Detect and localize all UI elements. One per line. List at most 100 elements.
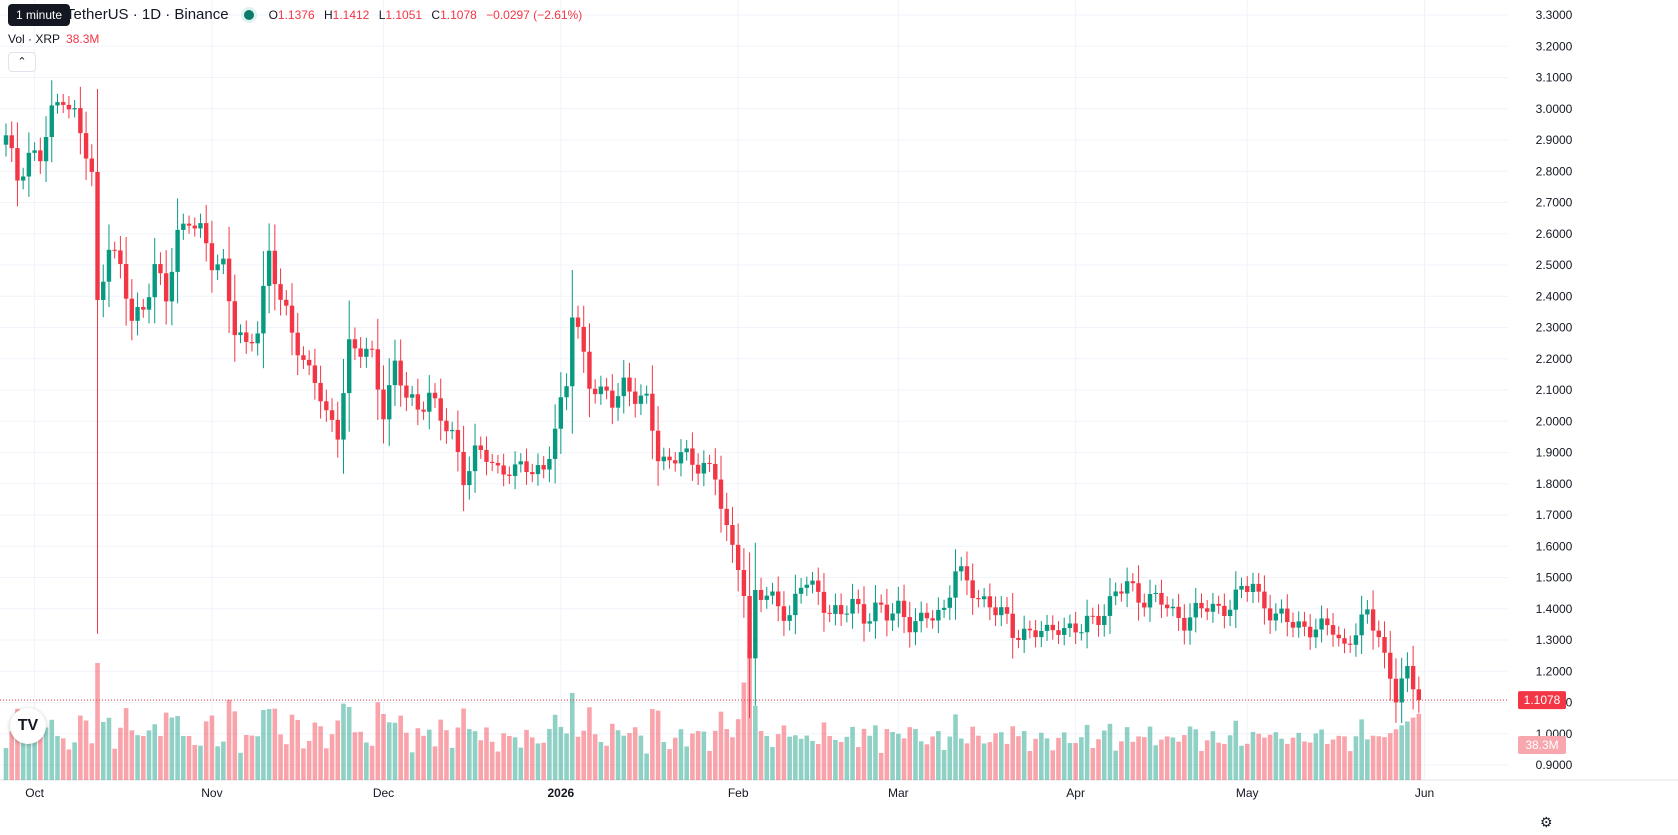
candle-body — [1330, 625, 1336, 635]
last-volume-badge — [1518, 736, 1566, 754]
volume-bar — [924, 744, 930, 780]
volume-bar — [707, 750, 712, 780]
candle-body — [1370, 609, 1376, 631]
volume-bar — [146, 730, 152, 780]
candle-body — [375, 349, 380, 390]
volume-bar — [78, 715, 83, 780]
time-axis[interactable]: Oct Nov Dec 2026 Feb Mar Apr May Jun — [25, 786, 1434, 800]
time-tick-label: Apr — [1066, 786, 1085, 800]
candle-body — [558, 397, 564, 429]
volume-bar — [730, 737, 735, 780]
candle-body — [1376, 630, 1381, 638]
candle-body — [604, 386, 609, 391]
volume-bar — [815, 743, 821, 780]
candle-body — [1405, 666, 1410, 679]
candle-body — [570, 317, 575, 387]
candle-body — [495, 462, 501, 466]
volume-bar — [1267, 734, 1273, 780]
candle-body — [1325, 618, 1330, 626]
volume-bar — [884, 729, 890, 780]
candle-body — [713, 463, 718, 480]
candle-body — [501, 465, 506, 475]
volume-bar — [1193, 729, 1199, 780]
volume-bar — [209, 715, 215, 780]
candle-body — [49, 105, 54, 138]
candle-body — [552, 428, 558, 459]
price-tick-label: 1.4000 — [1536, 602, 1573, 616]
candle-body — [547, 458, 552, 470]
volume-bar — [415, 728, 421, 780]
candle-body — [758, 590, 764, 600]
volume-bar — [1336, 735, 1342, 780]
volume-bar — [9, 731, 15, 780]
candle-body — [655, 430, 661, 462]
candle-body — [701, 462, 707, 474]
volume-bar — [181, 736, 186, 780]
candle-body — [261, 285, 266, 334]
candle-body — [1359, 614, 1364, 636]
volume-bar — [272, 708, 278, 780]
volume-bar — [1096, 739, 1101, 780]
candle-body — [724, 508, 729, 526]
candle-body — [804, 584, 809, 588]
price-axis[interactable]: 3.3000 3.2000 3.1000 3.0000 2.9000 2.8000 2.70… — [1536, 8, 1573, 772]
volume-bar — [1090, 748, 1096, 780]
candle-body — [598, 386, 604, 395]
candle-body — [735, 544, 741, 571]
volume-bar — [1141, 737, 1147, 780]
market-status-icon[interactable] — [240, 6, 257, 23]
volume-bar — [1113, 750, 1118, 780]
volume-bar — [958, 738, 964, 780]
symbol-title[interactable]: TetherUS · 1D · Binance — [66, 6, 229, 23]
volume-bar — [1147, 726, 1153, 780]
volume-bar — [901, 738, 907, 780]
candle-body — [798, 587, 804, 594]
volume-bar — [810, 740, 815, 780]
volume-bar — [163, 712, 169, 780]
price-tick-label: 3.1000 — [1536, 71, 1573, 85]
candle-body — [644, 393, 649, 396]
candle-body — [1382, 637, 1387, 653]
volume-bar — [1016, 736, 1021, 780]
volume-bar — [369, 745, 375, 780]
candle-body — [198, 223, 203, 229]
candle-body — [695, 464, 701, 474]
volume-bar — [364, 742, 369, 780]
candle-body — [690, 448, 695, 465]
volume-bars — [3, 650, 1422, 780]
candle-body — [1262, 591, 1267, 609]
volume-bar — [38, 729, 43, 780]
candlesticks — [3, 80, 1422, 724]
volume-bar — [192, 744, 198, 780]
candle-body — [1296, 621, 1301, 628]
volume-bar — [1056, 737, 1061, 780]
candle-body — [1147, 593, 1153, 608]
price-tick-label: 2.1000 — [1536, 383, 1573, 397]
volume-bar — [60, 738, 66, 780]
volume-bar — [581, 730, 587, 780]
candle-body — [369, 348, 375, 350]
volume-bar — [243, 734, 249, 780]
volume-bar — [1370, 735, 1376, 780]
price-tick-label: 1.9000 — [1536, 446, 1573, 460]
volume-bar — [15, 708, 20, 780]
volume-bar — [878, 752, 884, 780]
candle-body — [3, 135, 9, 145]
volume-bar — [158, 736, 163, 780]
volume-bar — [175, 716, 180, 780]
candle-body — [1142, 602, 1147, 608]
gear-icon[interactable]: ⚙ — [1540, 814, 1553, 830]
candle-body — [741, 570, 747, 597]
candle-body — [1073, 623, 1078, 633]
volume-bar — [129, 730, 135, 780]
last-price-label: 1.1078 — [1524, 693, 1561, 707]
candle-body — [507, 474, 512, 476]
tradingview-logo-icon[interactable]: TV — [10, 708, 46, 744]
volume-legend: Vol · XRP 38.3M — [8, 32, 99, 46]
volume-bar — [123, 708, 129, 780]
volume-bar — [907, 727, 913, 780]
price-tick-label: 2.2000 — [1536, 352, 1573, 366]
volume-bar — [1365, 739, 1370, 780]
chevron-up-icon[interactable]: ⌃ — [8, 52, 36, 72]
